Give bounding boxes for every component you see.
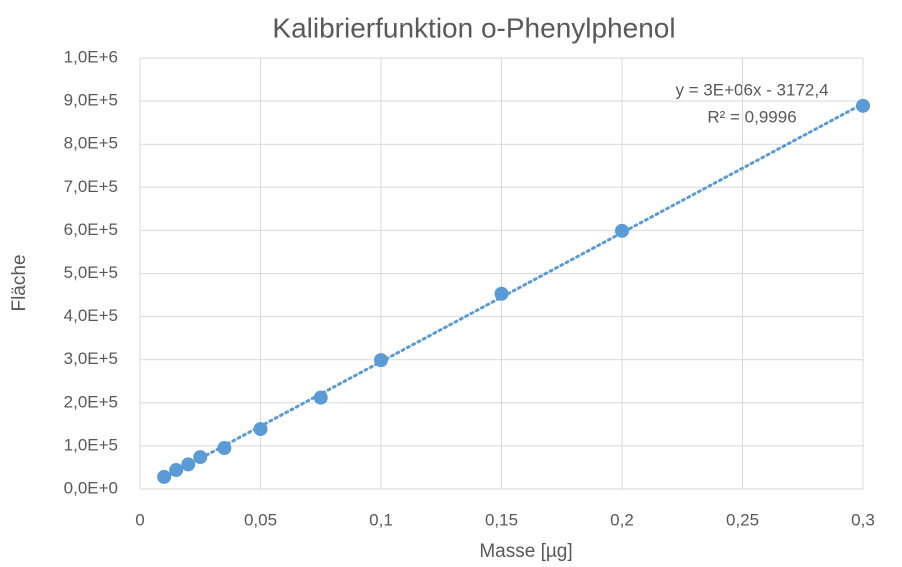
y-tick-label: 5,0E+5	[64, 263, 118, 282]
x-tick-label: 0,1	[369, 510, 393, 529]
y-tick-label: 1,0E+5	[64, 435, 118, 454]
data-point	[193, 450, 208, 465]
data-point	[169, 463, 184, 478]
y-tick-label: 2,0E+5	[64, 392, 118, 411]
annotation: y = 3E+06x - 3172,4	[675, 80, 828, 99]
data-point	[181, 457, 196, 472]
y-axis-title: Fläche	[9, 254, 30, 311]
x-axis-title: Masse [µg]	[479, 541, 572, 562]
data-point	[374, 353, 388, 368]
y-tick-label: 3,0E+5	[64, 349, 118, 368]
x-tick-label: 0	[135, 510, 144, 529]
y-tick-label: 1,0E+6	[64, 47, 118, 66]
x-tick-label: 0,05	[244, 510, 277, 529]
x-tick-label: 0,15	[485, 510, 518, 529]
y-tick-label: 6,0E+5	[64, 220, 118, 239]
x-tick-label: 0,3	[851, 510, 875, 529]
chart-title: Kalibrierfunktion o-Phenylphenol	[272, 12, 675, 43]
annotation: R² = 0,9996	[707, 107, 796, 126]
y-tick-label: 8,0E+5	[64, 134, 118, 153]
y-tick-label: 9,0E+5	[64, 91, 118, 110]
data-point	[494, 286, 509, 301]
y-tick-label: 0,0E+0	[64, 478, 118, 497]
trendline	[162, 102, 865, 480]
data-point	[217, 441, 232, 456]
data-point	[313, 390, 328, 405]
y-tick-label: 7,0E+5	[64, 177, 118, 196]
data-point	[856, 98, 870, 113]
x-tick-label: 0,25	[726, 510, 759, 529]
y-tick-label: 4,0E+5	[64, 306, 118, 325]
x-tick-label: 0,2	[610, 510, 634, 529]
data-point	[615, 223, 629, 238]
data-point	[253, 422, 268, 437]
data-point	[157, 469, 172, 484]
